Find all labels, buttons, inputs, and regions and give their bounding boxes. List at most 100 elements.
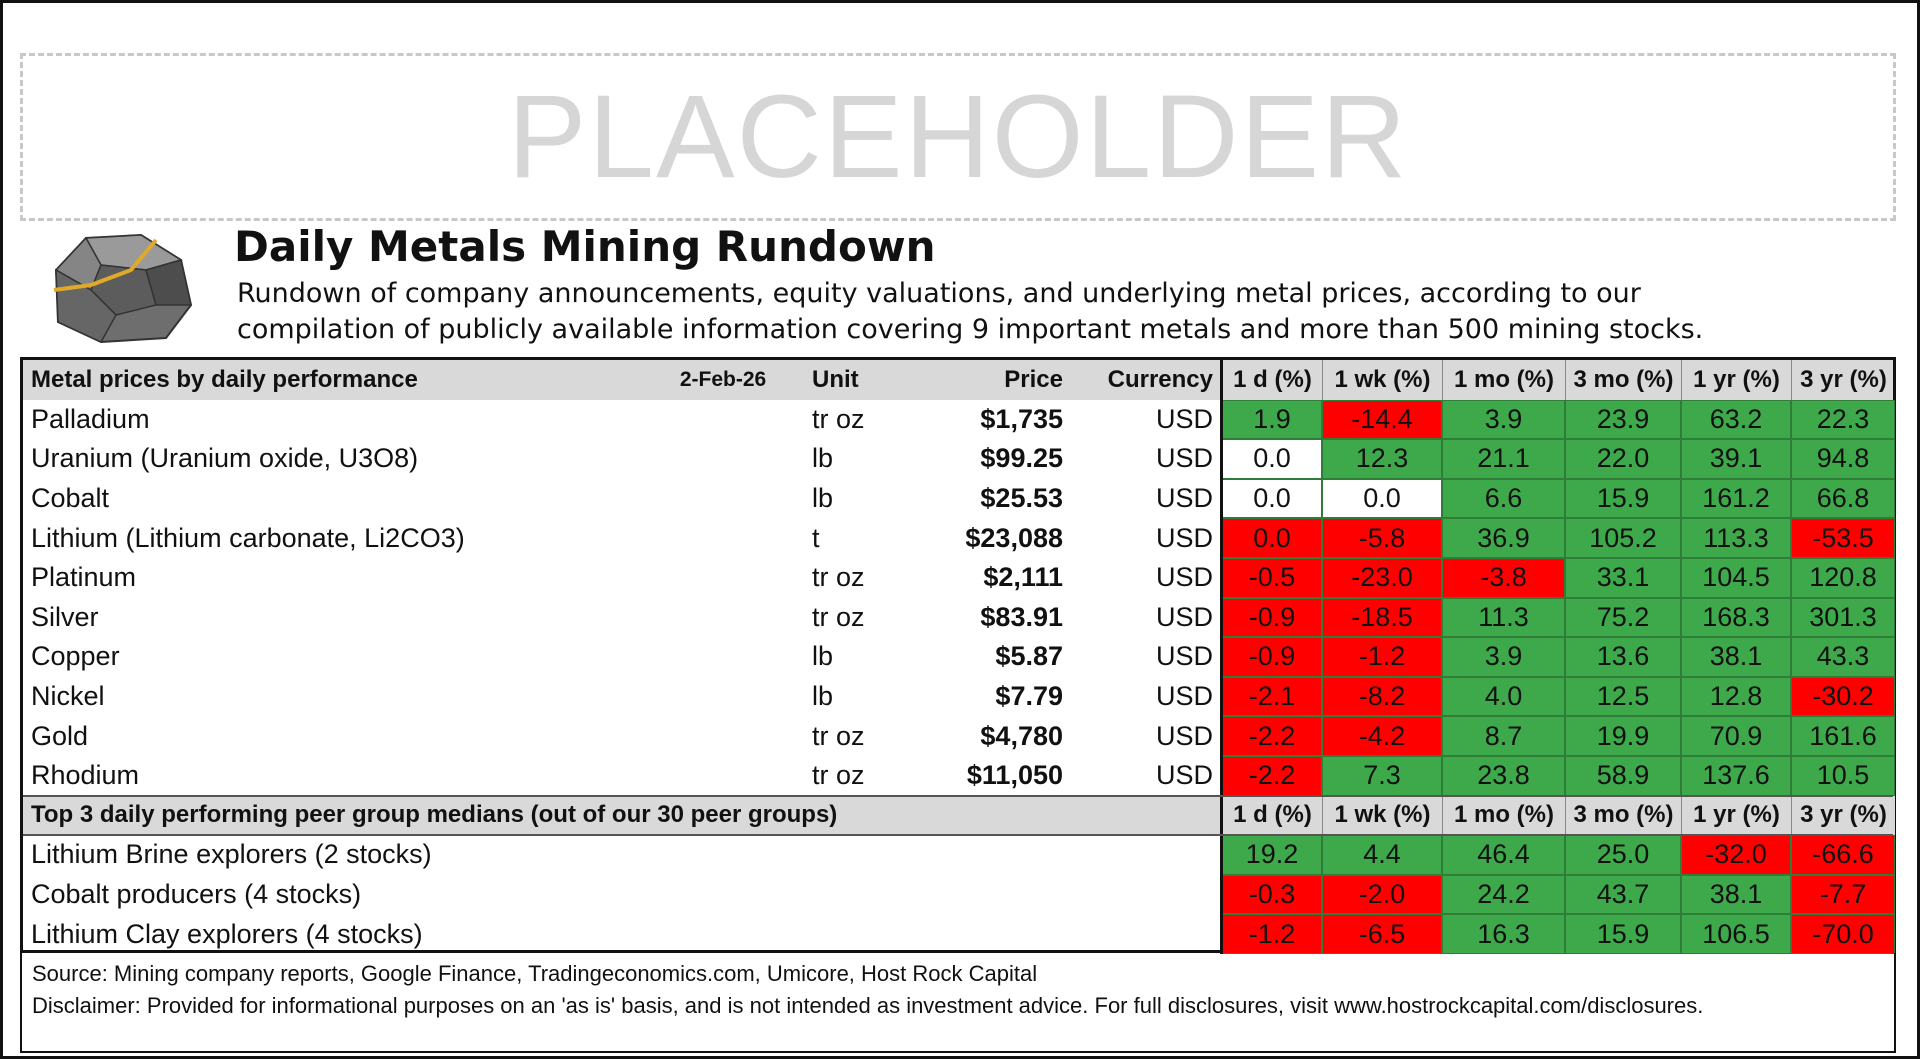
header-band bbox=[23, 360, 1893, 400]
performance-cell: 23.9 bbox=[1565, 399, 1681, 440]
column-header: 3 mo (%) bbox=[1565, 360, 1681, 400]
performance-cell: -3.8 bbox=[1442, 558, 1565, 598]
placeholder: PLACEHOLDER bbox=[20, 53, 1896, 221]
performance-cell: 161.2 bbox=[1681, 478, 1791, 519]
currency: USD bbox=[1155, 522, 1213, 553]
performance-cell: -1.2 bbox=[1222, 914, 1322, 954]
performance-cell: 94.8 bbox=[1791, 439, 1895, 479]
column-header: Unit bbox=[812, 365, 859, 393]
performance-cell: -1.2 bbox=[1322, 637, 1442, 677]
unit: lb bbox=[812, 681, 834, 712]
metal-name: Nickel bbox=[31, 681, 105, 712]
metal-name: Gold bbox=[31, 720, 89, 751]
performance-cell: -7.7 bbox=[1791, 874, 1895, 915]
currency: USD bbox=[1155, 601, 1213, 632]
price: $5.87 bbox=[995, 641, 1063, 672]
column-header: 1 yr (%) bbox=[1681, 360, 1791, 400]
performance-cell: 301.3 bbox=[1791, 597, 1895, 638]
footer: Source: Mining company reports, Google F… bbox=[20, 953, 1896, 1053]
column-header: 1 mo (%) bbox=[1442, 795, 1565, 836]
performance-cell: -0.3 bbox=[1222, 874, 1322, 915]
column-header: 1 wk (%) bbox=[1322, 360, 1442, 400]
column-header: 3 yr (%) bbox=[1791, 795, 1895, 836]
price: $2,111 bbox=[983, 562, 1063, 593]
performance-cell: 6.6 bbox=[1442, 478, 1565, 519]
column-header: 1 d (%) bbox=[1222, 360, 1322, 400]
subtitle: Rundown of company announcements, equity… bbox=[237, 278, 1641, 309]
performance-cell: 12.3 bbox=[1322, 439, 1442, 479]
performance-cell: -2.2 bbox=[1222, 716, 1322, 756]
peer-name: Lithium Brine explorers (2 stocks) bbox=[31, 839, 432, 870]
metal-name: Copper bbox=[31, 641, 120, 672]
performance-cell: -5.8 bbox=[1322, 518, 1442, 558]
performance-cell: 0.0 bbox=[1322, 478, 1442, 519]
divider bbox=[1220, 360, 1223, 954]
performance-cell: 19.2 bbox=[1222, 835, 1322, 875]
performance-cell: 106.5 bbox=[1681, 914, 1791, 954]
currency: USD bbox=[1155, 403, 1213, 434]
performance-cell: 23.8 bbox=[1442, 756, 1565, 796]
performance-cell: 10.5 bbox=[1791, 756, 1895, 796]
performance-cell: -14.4 bbox=[1322, 399, 1442, 440]
performance-cell: 120.8 bbox=[1791, 558, 1895, 598]
metal-name: Silver bbox=[31, 601, 99, 632]
performance-cell: 70.9 bbox=[1681, 716, 1791, 756]
performance-cell: 15.9 bbox=[1565, 478, 1681, 519]
performance-cell: -23.0 bbox=[1322, 558, 1442, 598]
currency: USD bbox=[1155, 681, 1213, 712]
performance-cell: 75.2 bbox=[1565, 597, 1681, 638]
performance-cell: 168.3 bbox=[1681, 597, 1791, 638]
performance-cell: 43.3 bbox=[1791, 637, 1895, 677]
price: $11,050 bbox=[966, 760, 1063, 791]
currency: USD bbox=[1155, 760, 1213, 791]
performance-cell: 11.3 bbox=[1442, 597, 1565, 638]
performance-cell: 46.4 bbox=[1442, 835, 1565, 875]
column-header: 2-Feb-26 bbox=[679, 367, 767, 391]
performance-cell: 39.1 bbox=[1681, 439, 1791, 479]
column-header: Price bbox=[1004, 365, 1063, 393]
performance-cell: 3.9 bbox=[1442, 637, 1565, 677]
price: $99.25 bbox=[980, 443, 1063, 474]
unit: lb bbox=[812, 483, 834, 514]
metal-name: Cobalt bbox=[31, 483, 110, 514]
currency: USD bbox=[1155, 720, 1213, 751]
performance-cell: 19.9 bbox=[1565, 716, 1681, 756]
performance-cell: -0.5 bbox=[1222, 558, 1322, 598]
performance-cell: 7.3 bbox=[1322, 756, 1442, 796]
metal-name: Platinum bbox=[31, 562, 137, 593]
price: $7.79 bbox=[995, 681, 1063, 712]
price: $4,780 bbox=[980, 720, 1063, 751]
unit: tr oz bbox=[812, 403, 865, 434]
performance-cell: -4.2 bbox=[1322, 716, 1442, 756]
performance-cell: 66.8 bbox=[1791, 478, 1895, 519]
performance-cell: 38.1 bbox=[1681, 637, 1791, 677]
unit: t bbox=[812, 522, 820, 553]
performance-cell: 161.6 bbox=[1791, 716, 1895, 756]
metal-name: Palladium bbox=[31, 403, 150, 434]
performance-cell: 4.4 bbox=[1322, 835, 1442, 875]
price: $25.53 bbox=[980, 483, 1063, 514]
performance-cell: 24.2 bbox=[1442, 874, 1565, 915]
performance-cell: 0.0 bbox=[1222, 518, 1322, 558]
peer-name: Cobalt producers (4 stocks) bbox=[31, 879, 362, 910]
column-header: Metal prices by daily performance bbox=[31, 365, 418, 393]
performance-cell: 33.1 bbox=[1565, 558, 1681, 598]
divider bbox=[23, 834, 1893, 837]
performance-cell: 21.1 bbox=[1442, 439, 1565, 479]
performance-cell: 12.5 bbox=[1565, 676, 1681, 717]
performance-cell: -66.6 bbox=[1791, 835, 1895, 875]
performance-cell: 137.6 bbox=[1681, 756, 1791, 796]
performance-cell: 58.9 bbox=[1565, 756, 1681, 796]
performance-cell: -32.0 bbox=[1681, 835, 1791, 875]
price: $83.91 bbox=[980, 601, 1063, 632]
performance-cell: 13.6 bbox=[1565, 637, 1681, 677]
performance-cell: 38.1 bbox=[1681, 874, 1791, 915]
subtitle: compilation of publicly available inform… bbox=[237, 314, 1704, 345]
column-header: 1 d (%) bbox=[1222, 795, 1322, 836]
currency: USD bbox=[1155, 562, 1213, 593]
performance-cell: 16.3 bbox=[1442, 914, 1565, 954]
currency: USD bbox=[1155, 641, 1213, 672]
column-header: 3 yr (%) bbox=[1791, 360, 1895, 400]
